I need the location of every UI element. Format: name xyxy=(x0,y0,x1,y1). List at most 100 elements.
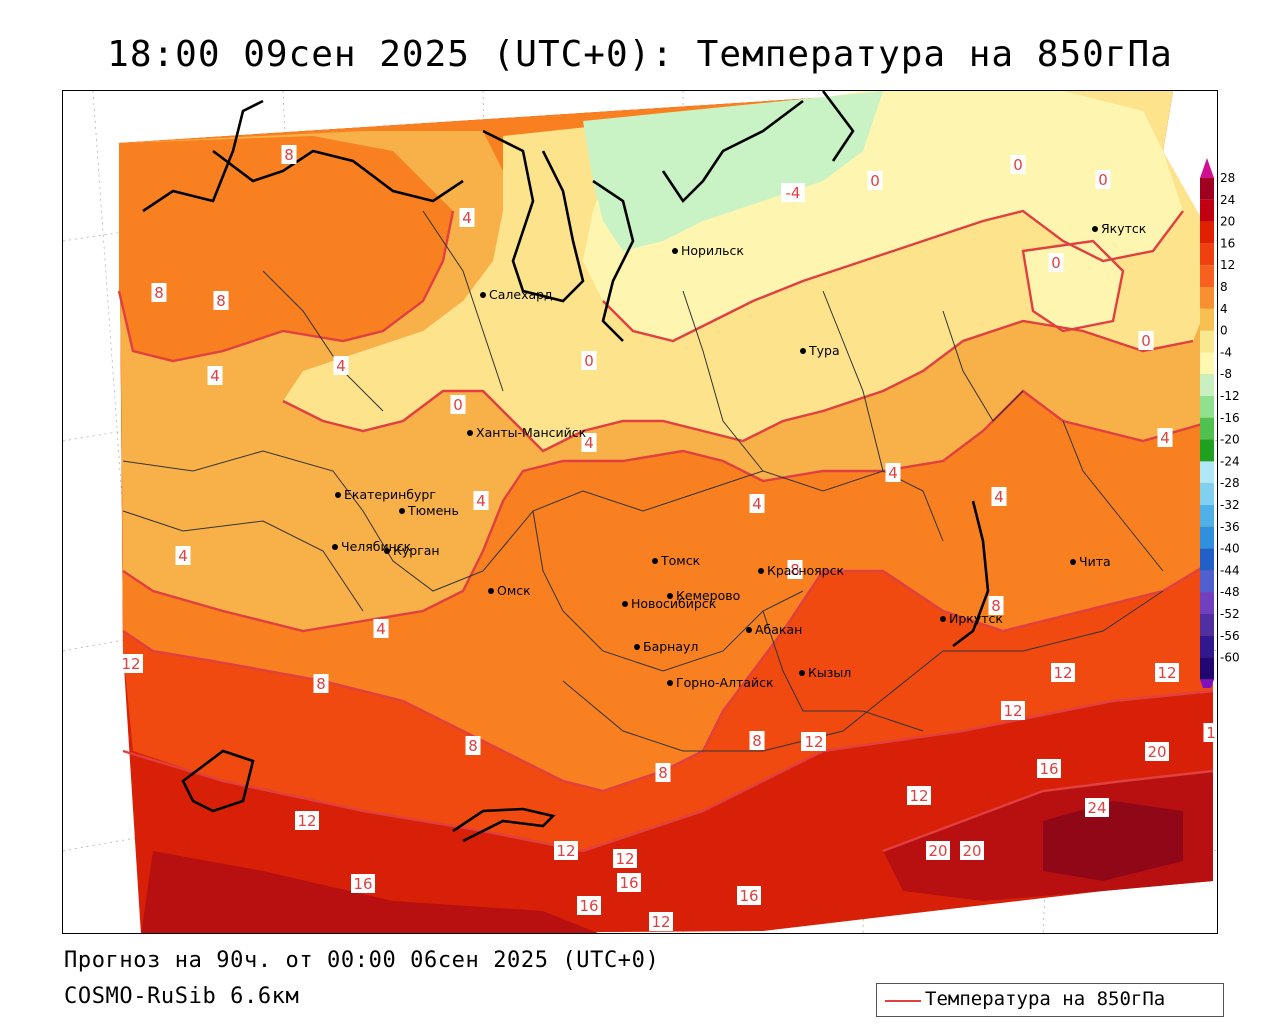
city-9: Омск xyxy=(488,583,531,598)
colorbar-swatch xyxy=(1200,221,1214,244)
city-dot-icon xyxy=(467,430,473,436)
svg-text:4: 4 xyxy=(336,357,346,375)
city-label: Горно-Алтайск xyxy=(676,675,774,690)
svg-text:4: 4 xyxy=(888,464,898,482)
isotherm-label: 4 xyxy=(1157,428,1173,447)
isotherm-label: 16 xyxy=(351,874,375,893)
city-label: Красноярск xyxy=(767,563,844,578)
city-label: Ханты-Мансийск xyxy=(476,425,587,440)
svg-text:24: 24 xyxy=(1087,799,1106,817)
isotherm-label: 8 xyxy=(281,145,297,164)
city-label: Иркутск xyxy=(949,611,1003,626)
isotherm-contours xyxy=(117,209,1214,853)
isotherm-label: 0 xyxy=(1048,253,1064,272)
city-dot-icon xyxy=(940,616,946,622)
city-5: Екатеринбург xyxy=(335,487,436,502)
city-label: Барнаул xyxy=(643,639,698,654)
colorbar-tick-label: -48 xyxy=(1220,585,1240,599)
svg-text:12: 12 xyxy=(651,913,670,931)
svg-text:20: 20 xyxy=(1147,743,1166,761)
city-label: Новосибирск xyxy=(631,596,717,611)
svg-text:16: 16 xyxy=(739,887,758,905)
colorbar-tick-label: -36 xyxy=(1220,520,1240,534)
forecast-info: Прогноз на 90ч. от 00:00 06сен 2025 (UTC… xyxy=(64,948,660,973)
admin-borders xyxy=(122,210,1164,752)
isotherm-label: 12 xyxy=(119,654,143,673)
colorbar-swatch xyxy=(1200,483,1214,505)
color-scale: 28 24 20 16 12 8 4 0 -4 -8 -12 -16 -20 -24 -28 -32 -36 -4… xyxy=(1200,158,1240,688)
svg-text:0: 0 xyxy=(870,172,880,190)
colorbar-tick-label: -56 xyxy=(1220,629,1240,643)
city-label: Тура xyxy=(808,343,840,358)
legend: Температура на 850гПа xyxy=(876,983,1224,1017)
isotherm-label: 12 xyxy=(613,849,637,868)
colorbar-tick-label: 20 xyxy=(1220,215,1235,229)
colorbar-swatch xyxy=(1200,592,1214,614)
city-dot-icon xyxy=(1070,559,1076,565)
city-14: Барнаул xyxy=(634,639,698,654)
isotherm-label: 4 xyxy=(885,463,901,482)
city-label: Омск xyxy=(497,583,531,598)
city-label: Томск xyxy=(660,553,701,568)
city-15: Абакан xyxy=(746,622,802,637)
isotherm-label: 16 xyxy=(737,886,761,905)
city-dot-icon xyxy=(384,548,390,554)
isotherm-label: 0 xyxy=(867,171,883,190)
colorbar-tick-label: -24 xyxy=(1220,454,1240,468)
svg-text:8: 8 xyxy=(284,146,294,164)
colorbar-tick-label: -20 xyxy=(1220,433,1240,447)
city-label: Абакан xyxy=(755,622,802,637)
legend-line-icon xyxy=(885,1000,921,1002)
city-19: Чита xyxy=(1070,554,1111,569)
svg-text:8: 8 xyxy=(468,737,478,755)
map-canvas: 8 4 -4 0 0 0 0 0 0 8 8 4 4 0 4 4 4 4 4 4 4 4 8 8 12 8 8 8 12 12 12 12 8 1… xyxy=(63,91,1217,933)
colorbar-tick-label: 12 xyxy=(1220,258,1235,272)
city-label: Якутск xyxy=(1101,221,1147,236)
svg-text:1: 1 xyxy=(1206,724,1216,742)
city-dot-icon xyxy=(335,492,341,498)
svg-text:0: 0 xyxy=(453,396,463,414)
temperature-map[interactable]: 8 4 -4 0 0 0 0 0 0 8 8 4 4 0 4 4 4 4 4 4 4 4 8 8 12 8 8 8 12 12 12 12 8 1… xyxy=(62,90,1218,934)
svg-text:8: 8 xyxy=(154,284,164,302)
colorbar-swatch xyxy=(1200,287,1214,309)
svg-text:12: 12 xyxy=(121,655,140,673)
city-dot-icon xyxy=(667,680,673,686)
svg-text:4: 4 xyxy=(462,209,472,227)
city-2: Якутск xyxy=(1092,221,1147,236)
isotherm-label: 0 xyxy=(1138,331,1154,350)
svg-text:12: 12 xyxy=(297,812,316,830)
city-dot-icon xyxy=(622,601,628,607)
isotherm-label: 8 xyxy=(151,283,167,302)
city-label: Кемерово xyxy=(676,588,740,603)
isotherm-label: 4 xyxy=(333,356,349,375)
svg-text:8: 8 xyxy=(991,597,1001,615)
colorbar-swatch xyxy=(1200,526,1214,549)
city-13: Красноярск xyxy=(758,563,844,578)
isotherm-label: 16 xyxy=(1037,759,1061,778)
svg-text:16: 16 xyxy=(579,897,598,915)
isotherm-label: 4 xyxy=(175,546,191,565)
colorbar-swatch xyxy=(1200,461,1214,484)
svg-text:12: 12 xyxy=(615,850,634,868)
isotherm-label: 8 xyxy=(787,560,803,579)
city-dot-icon xyxy=(488,588,494,594)
svg-text:8: 8 xyxy=(658,764,668,782)
svg-text:8: 8 xyxy=(216,292,226,310)
city-label: Екатеринбург xyxy=(344,487,436,502)
svg-text:16: 16 xyxy=(619,874,638,892)
isotherm-label: 16 xyxy=(577,896,601,915)
colorbar-bottom-arrow-icon xyxy=(1200,679,1214,688)
map-title: 18:00 09сен 2025 (UTC+0): Температура на… xyxy=(107,34,1173,75)
isotherm-label: 0 xyxy=(1095,170,1111,189)
colorbar-swatch xyxy=(1200,570,1214,593)
city-dot-icon xyxy=(758,568,764,574)
isotherm-label: 8 xyxy=(988,596,1004,615)
city-dot-icon xyxy=(480,292,486,298)
isotherm-label: 12 xyxy=(554,841,578,860)
colorbar-swatch xyxy=(1200,439,1214,462)
city-layer: Салехард Норильск Якутск Тура Ханты-Мансийск… xyxy=(332,221,1147,690)
svg-text:20: 20 xyxy=(962,842,981,860)
isotherm-label: 12 xyxy=(802,732,826,751)
city-7: Челябинск xyxy=(332,539,412,554)
colorbar-tick-label: 4 xyxy=(1220,302,1228,316)
